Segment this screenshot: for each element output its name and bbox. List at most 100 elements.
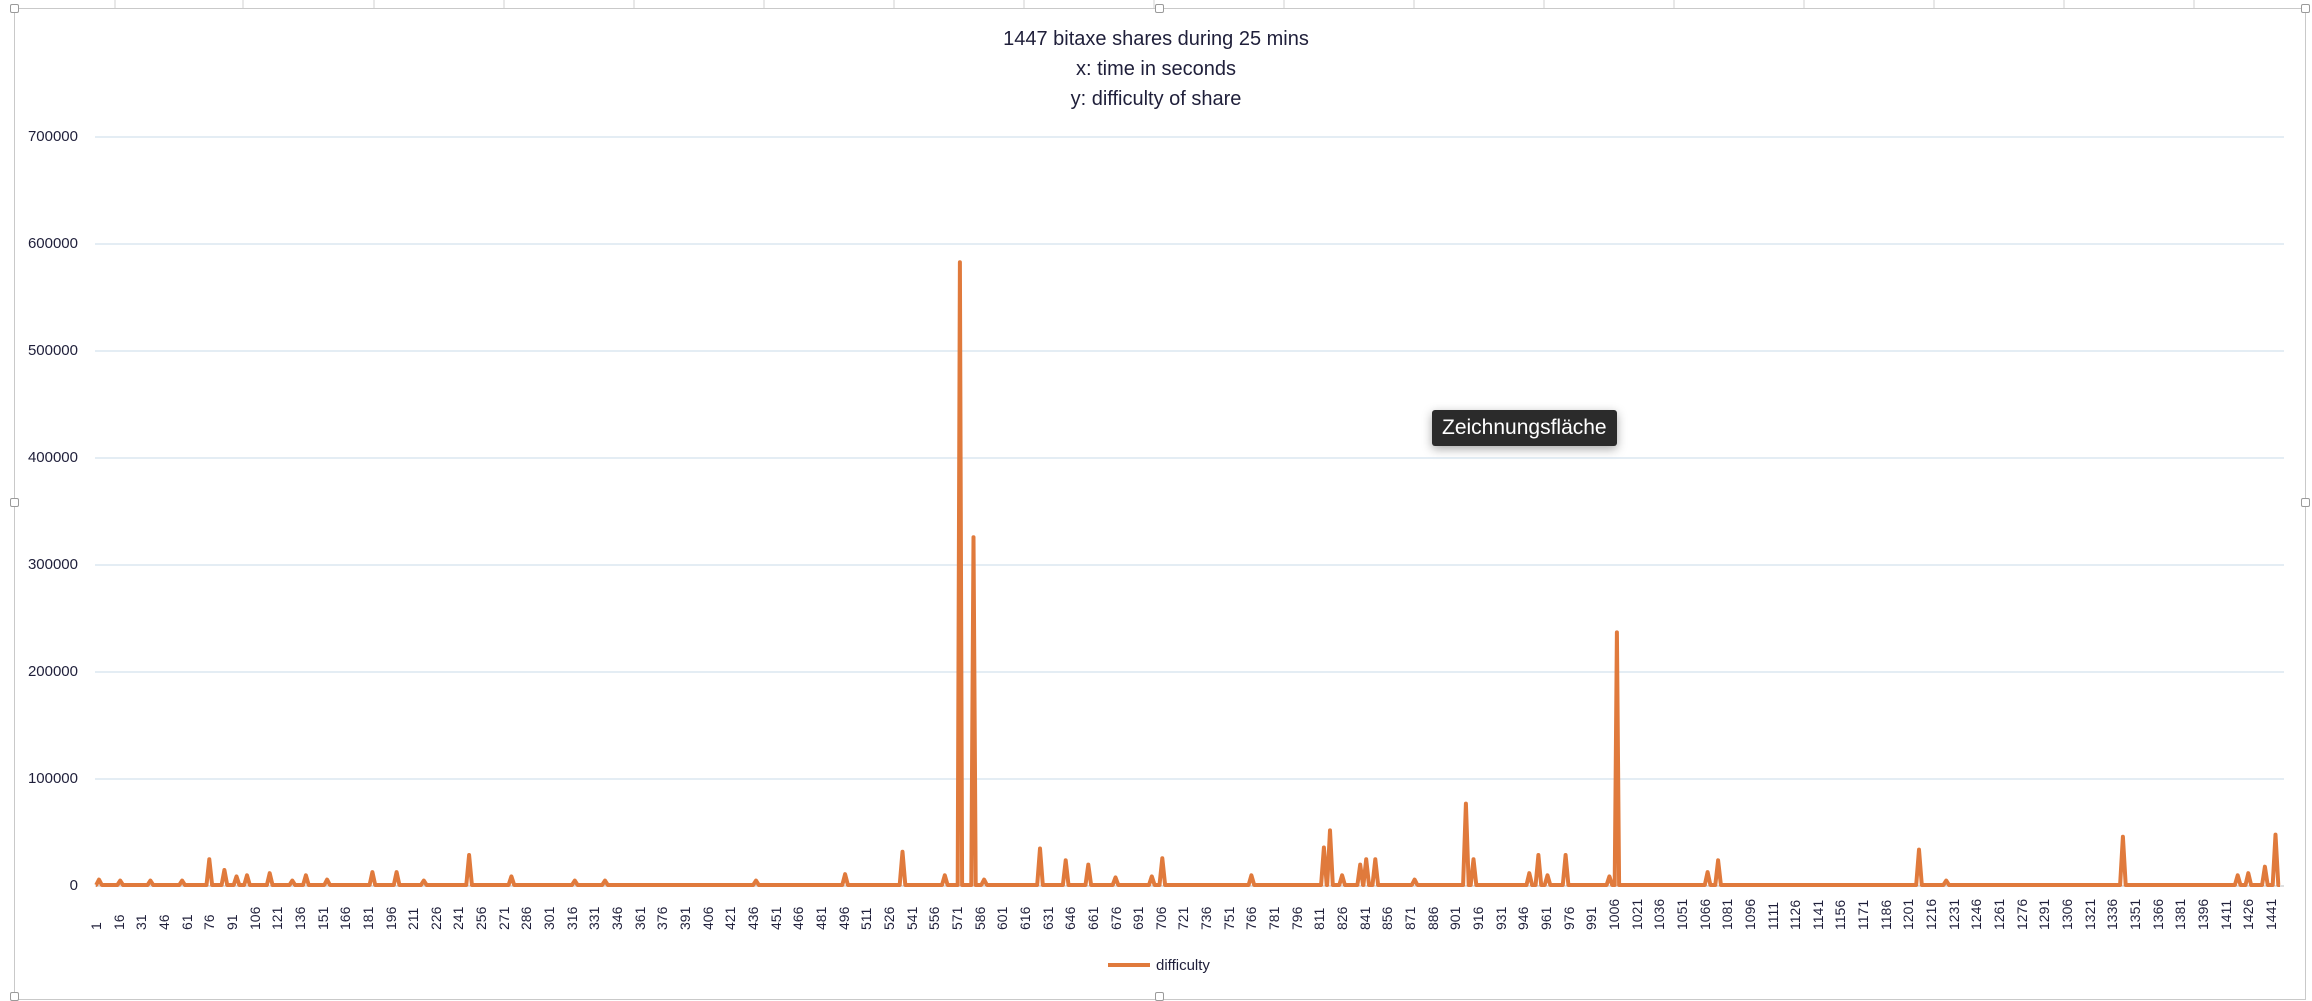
x-tick-label: 706 [1152, 906, 1169, 930]
x-tick-label: 211 [405, 907, 422, 930]
x-tick-label: 1171 [1855, 899, 1872, 930]
x-tick-label: 406 [699, 906, 716, 930]
y-tick-label: 300000 [27, 556, 78, 573]
x-tick-label: 1021 [1628, 898, 1645, 930]
x-tick-label: 286 [518, 906, 535, 930]
resize-handle-top-right[interactable] [2301, 4, 2310, 13]
x-tick-label: 46 [155, 914, 172, 930]
x-tick-label: 256 [473, 906, 490, 930]
chart-title-line-2: x: time in seconds [1075, 58, 1237, 80]
x-tick-label: 1231 [1945, 898, 1962, 930]
x-tick-label: 451 [767, 906, 784, 930]
x-tick-label: 526 [880, 906, 897, 930]
x-tick-label: 361 [631, 906, 648, 930]
x-tick-label: 1276 [2013, 898, 2030, 930]
x-tick-label: 691 [1130, 906, 1147, 930]
x-tick-label: 721 [1175, 906, 1192, 930]
x-tick-label: 676 [1107, 906, 1124, 930]
x-tick-label: 151 [314, 906, 331, 930]
x-tick-label: 1246 [1968, 898, 1985, 930]
resize-handle-right[interactable] [2301, 498, 2310, 507]
x-tick-label: 901 [1447, 906, 1464, 930]
x-tick-label: 751 [1220, 906, 1237, 930]
x-tick-label: 376 [654, 906, 671, 930]
y-tick-label: 600000 [27, 235, 78, 252]
series-line-difficulty [94, 260, 2281, 887]
x-tick-label: 1261 [1991, 898, 2008, 930]
x-tick-label: 886 [1424, 906, 1441, 930]
x-tick-label: 1306 [2059, 898, 2076, 930]
x-tick-label: 541 [903, 906, 920, 930]
chart-title-line-3: y: difficulty of share [1070, 88, 1242, 110]
x-tick-label: 121 [269, 906, 286, 930]
x-tick-label: 766 [1243, 906, 1260, 930]
x-tick-label: 811 [1311, 907, 1328, 930]
legend-swatch-difficulty [1108, 963, 1150, 967]
x-tick-label: 1321 [2081, 898, 2098, 930]
x-tick-label: 1126 [1787, 899, 1804, 930]
x-tick-label: 436 [745, 906, 761, 930]
x-tick-label: 31 [133, 914, 150, 930]
x-tick-label: 841 [1356, 906, 1373, 930]
x-tick-label: 961 [1537, 906, 1554, 930]
x-tick-label: 16 [110, 914, 127, 930]
chart-area[interactable] [14, 8, 2306, 1000]
y-tick-label: 700000 [27, 128, 78, 145]
x-tick-label: 571 [948, 906, 965, 930]
resize-handle-top[interactable] [1155, 4, 1164, 13]
x-tick-label: 1141 [1809, 899, 1826, 930]
x-tick-label: 91 [223, 914, 240, 930]
x-tick-label: 1201 [1900, 898, 1917, 930]
x-tick-label: 601 [994, 906, 1011, 930]
x-tick-label: 796 [1288, 906, 1305, 930]
x-tick-label: 241 [450, 906, 467, 930]
x-tick-label: 646 [1062, 906, 1079, 930]
x-tick-label: 631 [1039, 906, 1056, 930]
x-tick-label: 1216 [1923, 898, 1940, 930]
x-tick-label: 511 [858, 907, 875, 930]
x-tick-label: 391 [677, 906, 694, 930]
x-tick-label: 781 [1266, 906, 1283, 930]
resize-handle-top-left[interactable] [10, 4, 19, 13]
x-tick-label: 61 [178, 914, 195, 930]
tooltip: Zeichnungsfläche [1432, 410, 1617, 446]
x-tick-label: 1036 [1651, 898, 1668, 930]
x-tick-label: 661 [1084, 906, 1101, 930]
x-tick-label: 826 [1334, 906, 1351, 930]
x-tick-label: 616 [1016, 906, 1033, 930]
x-tick-label: 1081 [1719, 898, 1736, 930]
x-tick-label: 1186 [1877, 899, 1894, 930]
x-tick-label: 1441 [2262, 898, 2279, 930]
x-tick-label: 1051 [1673, 898, 1690, 930]
legend[interactable]: difficulty [1108, 955, 1210, 975]
x-tick-label: 196 [382, 906, 399, 930]
x-tick-label: 1366 [2149, 898, 2166, 930]
x-tick-label: 106 [246, 906, 263, 930]
x-tick-label: 856 [1379, 906, 1396, 930]
resize-handle-left[interactable] [10, 498, 19, 507]
x-tick-label: 1381 [2172, 898, 2189, 930]
x-tick-label: 466 [790, 906, 807, 930]
x-tick-label: 1156 [1832, 899, 1849, 930]
x-tick-label: 1006 [1605, 898, 1622, 930]
y-tick-label: 400000 [27, 449, 78, 466]
x-tick-label: 916 [1469, 906, 1486, 930]
x-tick-label: 736 [1198, 906, 1215, 930]
x-tick-label: 316 [563, 906, 580, 930]
y-tick-label: 100000 [27, 770, 78, 787]
y-tick-label: 200000 [27, 663, 78, 680]
x-tick-label: 76 [201, 914, 218, 930]
x-tick-label: 1066 [1696, 898, 1713, 930]
x-tick-label: 976 [1560, 906, 1577, 930]
y-tick-label: 500000 [27, 342, 78, 359]
x-tick-label: 991 [1583, 906, 1600, 930]
x-tick-label: 136 [291, 906, 308, 930]
x-tick-label: 496 [835, 906, 852, 930]
x-tick-label: 346 [609, 906, 626, 930]
x-tick-label: 271 [495, 906, 512, 930]
x-tick-label: 301 [541, 906, 558, 930]
legend-label-difficulty: difficulty [1156, 956, 1210, 974]
x-tick-label: 1291 [2036, 898, 2053, 930]
